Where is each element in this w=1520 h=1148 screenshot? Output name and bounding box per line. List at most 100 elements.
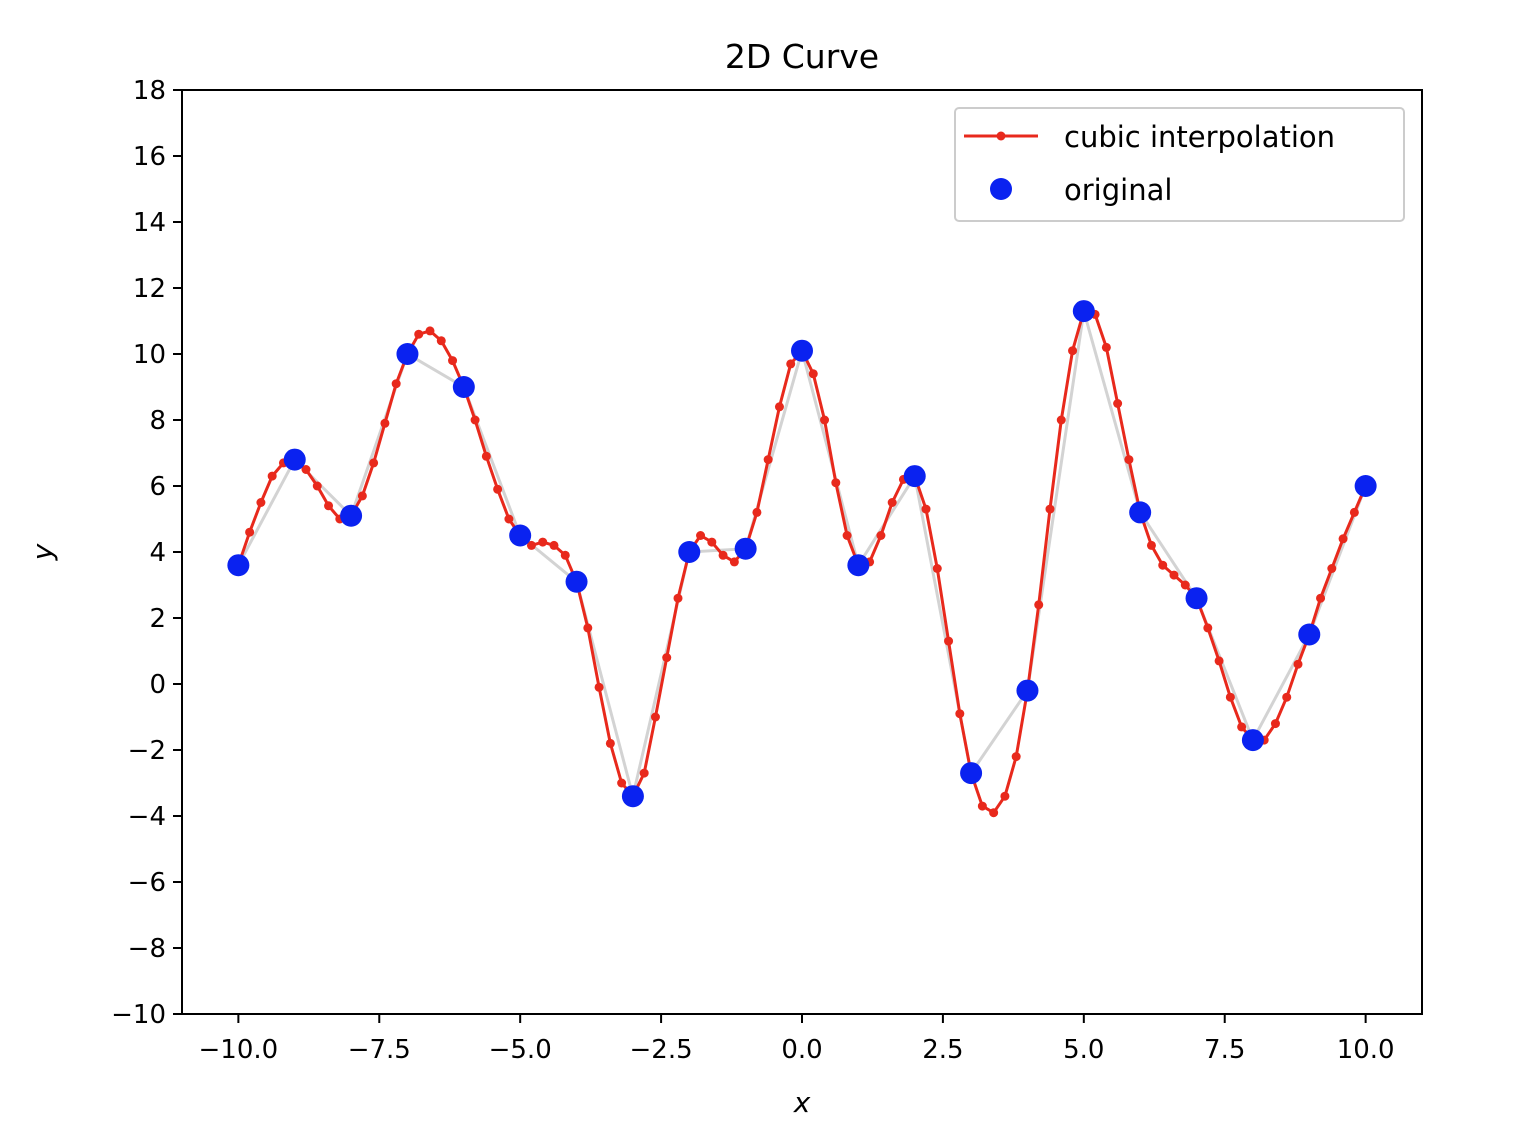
x-tick-label: 5.0: [1063, 1035, 1104, 1065]
interpolation-point: [1338, 534, 1348, 544]
legend-box: [954, 107, 1405, 222]
original-point: [283, 448, 306, 471]
interpolation-point: [1214, 656, 1224, 666]
interpolation-point: [1316, 593, 1326, 603]
original-point: [847, 554, 870, 577]
x-tick-label: −5.0: [489, 1035, 552, 1065]
y-axis-label: y: [26, 543, 59, 561]
interpolation-point: [391, 379, 401, 389]
y-tick-label: 10: [133, 340, 166, 370]
legend-dot-swatch: [996, 131, 1006, 141]
interpolation-point: [1180, 580, 1190, 590]
x-axis-label: x: [793, 1086, 811, 1119]
original-point: [1072, 300, 1095, 323]
y-tick-label: 2: [149, 604, 166, 634]
interpolation-point: [369, 458, 379, 468]
interpolation-point: [245, 527, 255, 537]
original-point: [1241, 729, 1264, 752]
interpolation-point: [1237, 722, 1247, 732]
interpolation-point: [1101, 342, 1111, 352]
interpolation-point: [1282, 692, 1292, 702]
x-axis: −10.0 −7.5 −5.0 −2.5 0.0 2.5 5.0 7.5 10.0: [199, 1014, 1395, 1065]
interpolation-point: [763, 455, 773, 465]
interpolation-point: [887, 498, 897, 507]
original-point: [1354, 475, 1377, 497]
interpolation-point: [1327, 564, 1337, 573]
interpolation-point: [944, 636, 954, 646]
interpolation-point: [1169, 570, 1179, 580]
original-point: [509, 524, 532, 547]
y-tick-label: 6: [149, 472, 166, 502]
interpolation-point: [1124, 455, 1134, 465]
interpolation-point: [448, 356, 458, 366]
interpolation-point: [324, 501, 334, 511]
interpolation-point: [425, 326, 435, 336]
interpolation-point: [1203, 623, 1213, 633]
interpolation-point: [1011, 752, 1021, 762]
original-point: [227, 554, 250, 577]
original-point: [452, 376, 475, 398]
x-tick-label: −10.0: [199, 1035, 279, 1065]
original-point: [903, 465, 926, 488]
interpolation-point: [1293, 659, 1303, 669]
interpolation-point: [820, 415, 830, 425]
original-point: [396, 343, 419, 365]
interpolation-point: [921, 504, 931, 514]
interpolation-point: [560, 550, 570, 560]
interpolation-point: [718, 550, 728, 560]
interpolation-point: [774, 402, 784, 412]
y-tick-label: −10: [111, 1000, 166, 1030]
interpolation-point: [1225, 692, 1235, 702]
interpolation-point: [650, 712, 660, 722]
interpolation-point: [1113, 399, 1123, 408]
interpolation-point: [312, 481, 322, 491]
interpolation-point: [1158, 560, 1168, 570]
interpolation-point: [1034, 600, 1044, 610]
interpolation-point: [1146, 540, 1156, 550]
interpolation-point: [436, 336, 446, 346]
interpolation-point: [605, 738, 615, 748]
interpolation-point: [989, 808, 999, 818]
original-point: [621, 785, 644, 808]
interpolation-point: [1045, 504, 1055, 514]
interpolation-point: [256, 498, 266, 507]
interpolation-point: [1349, 507, 1359, 517]
legend-label-original: original: [1064, 173, 1172, 207]
interpolation-point: [470, 415, 480, 425]
interpolation-point: [639, 768, 649, 778]
x-tick-label: −2.5: [630, 1035, 693, 1065]
interpolation-point: [932, 564, 942, 573]
interpolation-point: [808, 369, 818, 379]
interpolation-point: [594, 682, 604, 692]
original-point: [960, 762, 983, 785]
legend-label-interpolation: cubic interpolation: [1064, 120, 1335, 154]
interpolation-point: [1000, 791, 1010, 801]
interpolation-point: [876, 531, 886, 540]
interpolation-point: [583, 623, 593, 633]
plot-area: [227, 300, 1377, 818]
interpolation-point: [1270, 719, 1280, 729]
interpolation-point: [977, 801, 987, 811]
original-point: [1185, 587, 1208, 610]
interpolation-point: [493, 484, 503, 494]
interpolation-point: [696, 531, 706, 540]
interpolation-point: [842, 531, 852, 540]
original-point: [791, 339, 813, 362]
legend: cubic interpolation original: [954, 107, 1405, 222]
y-tick-label: 18: [133, 76, 166, 106]
interpolation-point: [786, 359, 796, 369]
original-point: [1016, 679, 1039, 702]
interpolation-point: [1056, 415, 1066, 425]
y-tick-label: 0: [149, 670, 166, 700]
y-tick-label: 16: [133, 142, 166, 172]
interpolation-point: [526, 540, 536, 550]
y-axis: −10 −8 −6 −4 −2 0 2 4 6 8 10 12 14 16 18: [111, 76, 182, 1030]
original-point: [1298, 623, 1321, 646]
interpolation-point: [380, 418, 390, 428]
y-tick-label: 4: [149, 538, 166, 568]
interpolation-point: [1068, 346, 1078, 356]
y-tick-label: −8: [128, 934, 166, 964]
y-tick-label: −4: [128, 802, 166, 832]
interpolation-point: [414, 329, 424, 339]
